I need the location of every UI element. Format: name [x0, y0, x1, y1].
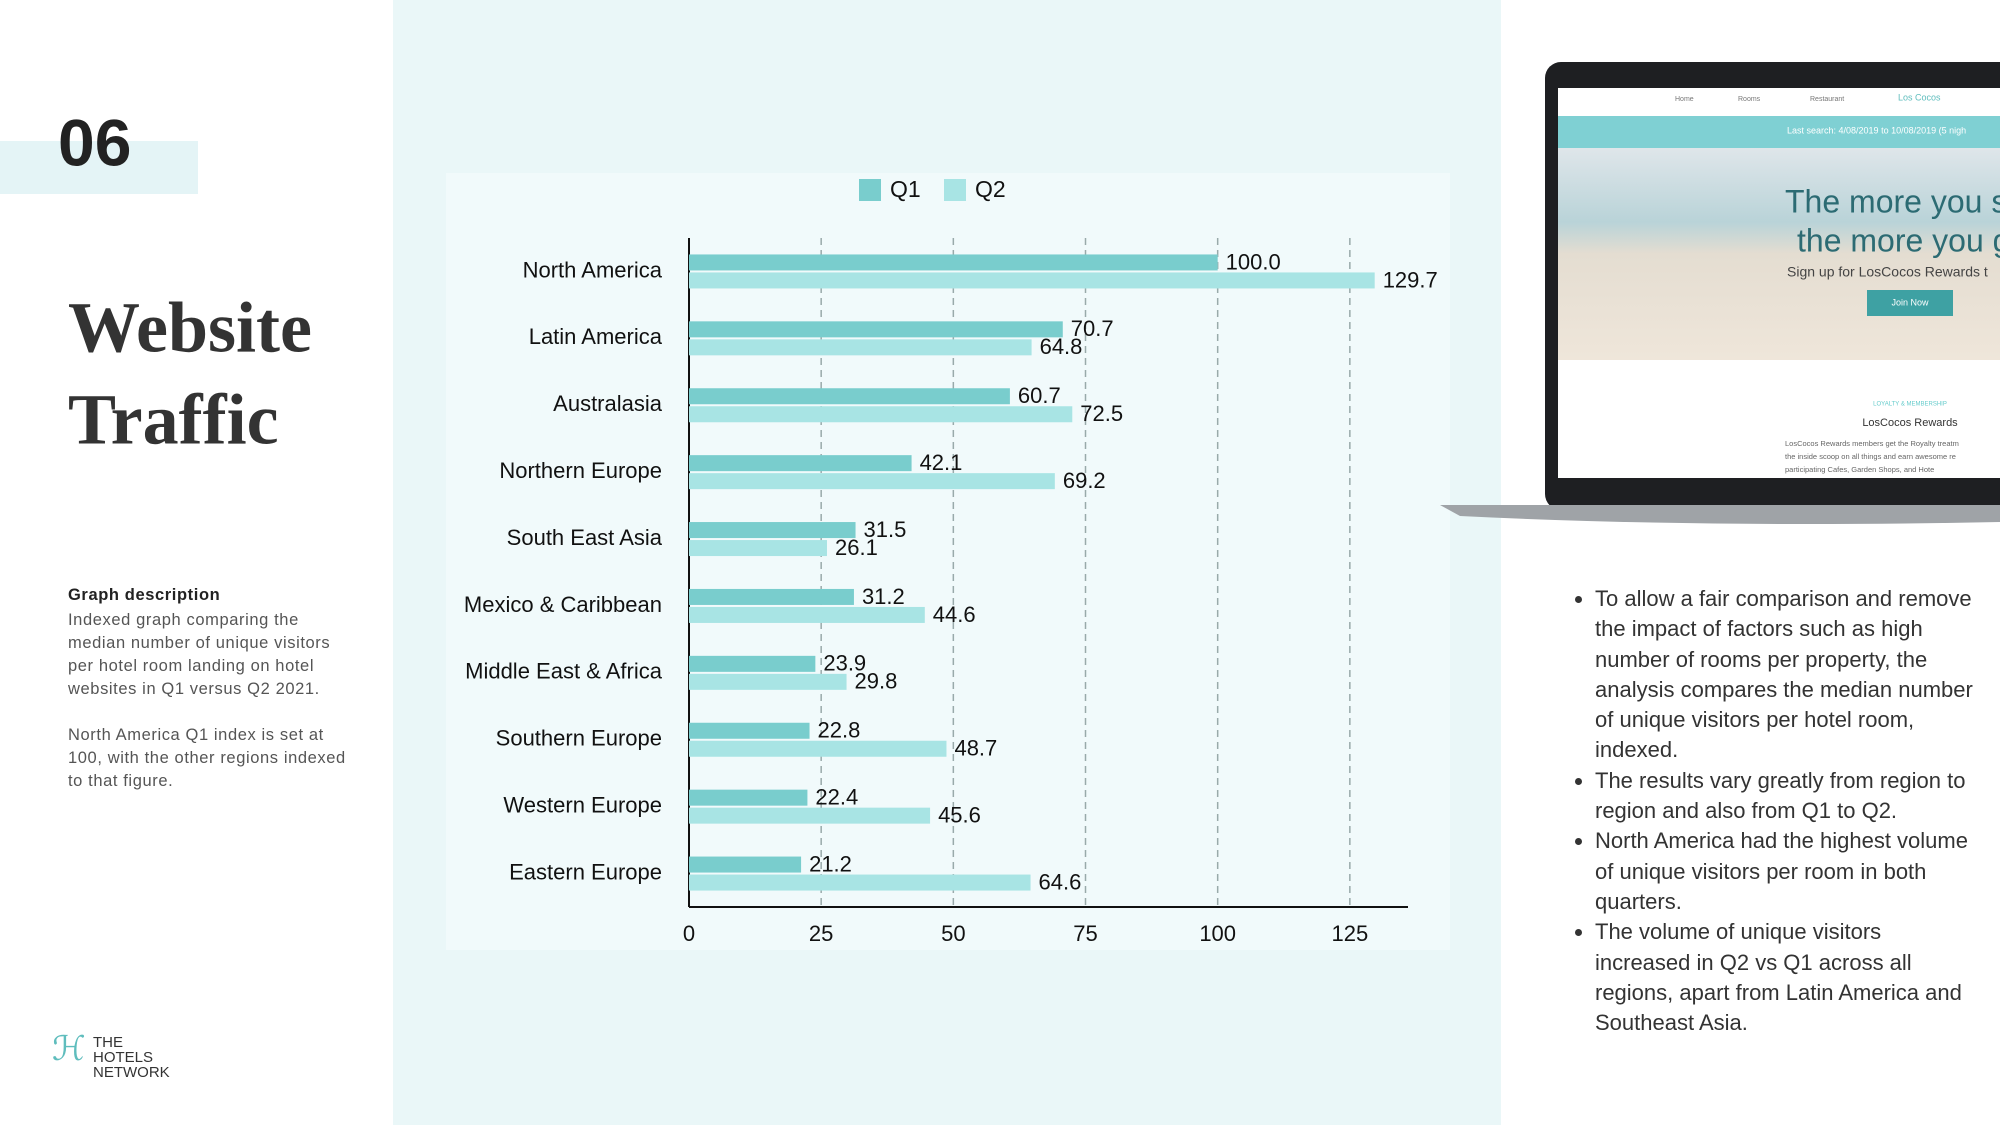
- join-button: [1867, 290, 1953, 316]
- bar: [689, 606, 925, 623]
- y-tick-label: North America: [523, 257, 663, 282]
- bar: [689, 522, 856, 539]
- y-tick-label: Eastern Europe: [509, 859, 662, 884]
- bar: [689, 272, 1375, 289]
- subline: Sign up for LosCocos Rewards t: [1787, 264, 1988, 280]
- legend-swatch: [859, 179, 881, 201]
- bar: [689, 722, 810, 739]
- value-label: 22.8: [818, 718, 861, 743]
- value-label: 129.7: [1383, 267, 1438, 292]
- legend-swatch: [944, 179, 966, 201]
- y-tick-label: Western Europe: [503, 792, 662, 817]
- bar: [689, 856, 802, 873]
- y-tick-label: Southern Europe: [496, 726, 662, 751]
- bar: [689, 321, 1063, 338]
- banner-text: Last search: 4/08/2019 to 10/08/2019 (5 …: [1787, 125, 1966, 135]
- value-label: 64.8: [1040, 334, 1083, 359]
- y-tick-label: South East Asia: [507, 525, 663, 550]
- bar: [689, 406, 1073, 423]
- x-tick-label: 0: [683, 921, 695, 946]
- x-tick-label: 50: [941, 921, 965, 946]
- x-tick-label: 125: [1331, 921, 1368, 946]
- bar: [689, 254, 1218, 271]
- section-label: LOYALTY & MEMBERSHIP: [1873, 402, 1947, 408]
- title: Traffic: [68, 380, 279, 460]
- y-tick-label: Australasia: [553, 391, 663, 416]
- value-label: 45.6: [938, 802, 981, 827]
- x-tick-label: 25: [809, 921, 833, 946]
- legend-label: Q2: [975, 176, 1006, 202]
- section-text: participating Cafes, Garden Shops, and H…: [1785, 465, 1934, 474]
- bullet: The results vary greatly from region to …: [1595, 766, 1980, 827]
- title: Website: [68, 288, 312, 368]
- description: Indexed graph comparing the median numbe…: [68, 611, 331, 698]
- nav-item: Home: [1675, 96, 1694, 103]
- y-tick-label: Mexico & Caribbean: [464, 592, 662, 617]
- logo-text: THE: [93, 1034, 123, 1051]
- bar: [689, 455, 912, 472]
- bar: [689, 807, 931, 824]
- bar: [689, 673, 847, 690]
- value-label: 22.4: [815, 784, 858, 809]
- value-label: 70.7: [1071, 316, 1114, 341]
- bar: [689, 473, 1055, 490]
- bar: [689, 740, 947, 757]
- bullet: The volume of unique visitors increased …: [1595, 917, 1980, 1038]
- value-label: 60.7: [1018, 383, 1061, 408]
- laptop-base: [1440, 505, 2000, 524]
- bullet: To allow a fair comparison and remove th…: [1595, 584, 1980, 766]
- section-text: the inside scoop on all things and earn …: [1785, 452, 1956, 461]
- bar: [689, 339, 1032, 356]
- nav-item: Restaurant: [1810, 96, 1844, 103]
- section-text: LosCocos Rewards members get the Royalty…: [1785, 439, 1959, 448]
- logo-text: NETWORK: [93, 1064, 170, 1081]
- value-label: 48.7: [954, 736, 997, 761]
- value-label: 69.2: [1063, 468, 1106, 493]
- logo-text: HOTELS: [93, 1049, 153, 1066]
- bullet-list: To allow a fair comparison and remove th…: [1575, 584, 1980, 1038]
- legend-label: Q1: [890, 176, 921, 202]
- value-label: 21.2: [809, 851, 852, 876]
- section-title: LosCocos Rewards: [1862, 417, 1958, 429]
- join-button-label: Join Now: [1891, 297, 1929, 307]
- bar: [689, 874, 1031, 891]
- bar: [689, 655, 816, 672]
- value-label: 44.6: [933, 602, 976, 627]
- value-label: 64.6: [1039, 869, 1082, 894]
- description-heading: Graph description: [68, 586, 221, 604]
- y-tick-label: Middle East & Africa: [465, 659, 663, 684]
- bar: [689, 388, 1010, 405]
- value-label: 31.2: [862, 584, 905, 609]
- slide-number: 06: [58, 105, 131, 179]
- number-band: [0, 141, 198, 194]
- logo-mark: ℋ: [52, 1031, 86, 1068]
- value-label: 23.9: [823, 651, 866, 676]
- chart-area: [446, 173, 1450, 950]
- headline: the more you g: [1797, 222, 2000, 258]
- banner: [1558, 116, 2000, 148]
- value-label: 26.1: [835, 535, 878, 560]
- value-label: 42.1: [920, 450, 963, 475]
- value-label: 29.8: [855, 669, 898, 694]
- y-tick-label: Northern Europe: [499, 458, 662, 483]
- y-tick-label: Latin America: [529, 324, 663, 349]
- bar: [689, 540, 827, 557]
- bullet: North America had the highest volume of …: [1595, 826, 1980, 917]
- value-label: 72.5: [1080, 401, 1123, 426]
- bar: [689, 588, 854, 605]
- nav-logo: Los Cocos: [1898, 92, 1941, 102]
- description: North America Q1 index is set at 100, wi…: [68, 726, 346, 790]
- nav-item: Rooms: [1738, 96, 1761, 103]
- value-label: 100.0: [1226, 249, 1281, 274]
- bar: [689, 789, 808, 806]
- x-tick-label: 75: [1073, 921, 1097, 946]
- value-label: 31.5: [864, 517, 907, 542]
- laptop: [1440, 62, 2000, 524]
- hero-image: [1558, 148, 2000, 360]
- headline: The more you st: [1785, 183, 2000, 219]
- x-tick-label: 100: [1199, 921, 1236, 946]
